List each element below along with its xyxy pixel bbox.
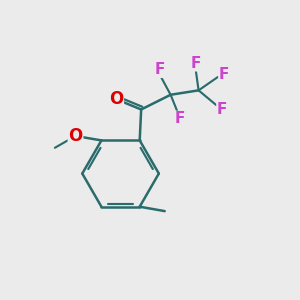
Text: O: O: [109, 90, 123, 108]
Text: F: F: [219, 67, 230, 82]
Text: F: F: [155, 62, 166, 77]
Text: F: F: [190, 56, 201, 71]
Text: O: O: [68, 127, 83, 145]
Text: F: F: [217, 102, 227, 117]
Text: F: F: [174, 111, 184, 126]
